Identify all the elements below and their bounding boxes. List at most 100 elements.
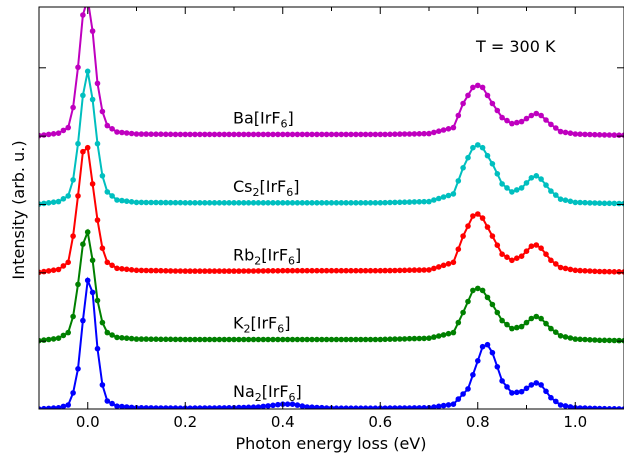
- data-point: [557, 128, 564, 135]
- data-point: [158, 131, 164, 137]
- data-point: [338, 405, 345, 409]
- series-Na2[IrF6]: [39, 276, 624, 409]
- data-point: [143, 405, 149, 409]
- data-point: [538, 112, 544, 119]
- data-point: [562, 129, 569, 136]
- data-point: [489, 233, 496, 239]
- data-point: [543, 388, 549, 395]
- data-point: [494, 107, 501, 114]
- data-point: [123, 404, 130, 409]
- data-point: [309, 336, 315, 343]
- data-point: [104, 329, 111, 336]
- data-point: [197, 336, 203, 343]
- data-point: [172, 199, 179, 206]
- data-point: [158, 267, 164, 274]
- data-point: [167, 199, 174, 206]
- data-point: [353, 131, 359, 138]
- x-tick-label: 0.0: [76, 413, 100, 431]
- data-point: [450, 401, 457, 408]
- data-point: [484, 294, 491, 301]
- data-point: [601, 405, 608, 409]
- data-point: [431, 197, 437, 203]
- data-point: [70, 313, 76, 320]
- data-point: [362, 200, 369, 206]
- data-point: [289, 401, 296, 408]
- data-point: [494, 171, 501, 177]
- data-point: [119, 335, 125, 341]
- data-point: [358, 200, 364, 206]
- data-point: [245, 336, 252, 343]
- data-point: [255, 200, 262, 206]
- data-point: [523, 115, 530, 122]
- data-point: [533, 380, 540, 386]
- data-point: [460, 233, 466, 239]
- data-point: [509, 120, 515, 127]
- data-point: [148, 405, 154, 409]
- data-point: [119, 403, 125, 409]
- data-point: [592, 131, 598, 138]
- data-point: [538, 176, 544, 182]
- data-point: [206, 336, 213, 343]
- data-point: [387, 267, 393, 274]
- data-point: [299, 403, 306, 409]
- data-point: [192, 405, 198, 409]
- data-point: [548, 188, 554, 194]
- data-point: [440, 332, 447, 338]
- data-point: [202, 405, 208, 409]
- data-point: [426, 198, 432, 205]
- data-point: [123, 335, 130, 342]
- data-point: [60, 196, 67, 202]
- data-point: [138, 336, 145, 342]
- data-point: [153, 336, 159, 343]
- data-point: [455, 178, 462, 184]
- data-point: [284, 131, 291, 138]
- data-point: [543, 117, 549, 123]
- data-point: [592, 405, 598, 409]
- data-point: [523, 319, 530, 326]
- data-point: [382, 405, 388, 409]
- data-point: [431, 265, 437, 272]
- data-point: [421, 130, 427, 137]
- data-point: [484, 224, 491, 230]
- data-point: [55, 266, 62, 273]
- data-point: [362, 405, 369, 409]
- data-point: [309, 131, 315, 138]
- data-point: [377, 267, 384, 274]
- data-point: [372, 131, 379, 138]
- data-point: [616, 337, 622, 344]
- data-point: [328, 200, 335, 206]
- data-point: [528, 112, 535, 119]
- data-point: [460, 309, 466, 316]
- data-point: [489, 100, 496, 107]
- data-point: [216, 336, 223, 343]
- data-point: [504, 254, 510, 260]
- data-point: [226, 200, 232, 206]
- series-layer: [39, 7, 624, 409]
- data-point: [202, 131, 208, 138]
- data-point: [397, 336, 403, 342]
- data-point: [343, 200, 349, 206]
- data-point: [148, 131, 154, 137]
- data-point: [221, 268, 228, 274]
- data-point: [367, 405, 374, 409]
- data-point: [65, 124, 71, 131]
- data-point: [509, 390, 515, 396]
- data-point: [55, 198, 62, 205]
- data-point: [323, 200, 330, 206]
- data-point: [470, 372, 476, 378]
- data-point: [518, 118, 525, 125]
- data-point: [304, 131, 310, 138]
- y-axis-ticks: [39, 67, 624, 342]
- data-point: [411, 199, 418, 205]
- plot-frame: [38, 6, 624, 410]
- data-point: [601, 337, 608, 344]
- data-point: [382, 336, 388, 343]
- data-point: [270, 200, 276, 206]
- data-point: [80, 241, 86, 247]
- data-point: [470, 144, 476, 151]
- data-point: [119, 266, 125, 272]
- data-point: [128, 130, 135, 137]
- data-point: [75, 193, 81, 199]
- data-point: [50, 405, 57, 409]
- data-point: [309, 267, 315, 274]
